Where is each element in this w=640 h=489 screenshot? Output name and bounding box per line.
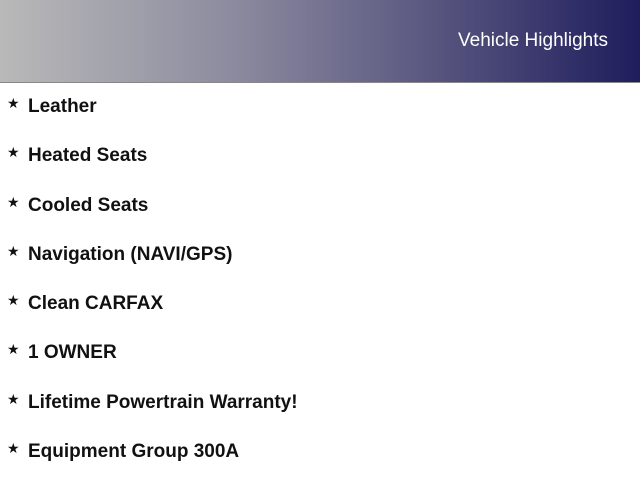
star-icon: ★ — [7, 341, 20, 358]
star-icon: ★ — [7, 95, 20, 111]
highlight-label: 1 OWNER — [28, 342, 117, 364]
header-banner: Vehicle Highlights — [0, 0, 640, 83]
star-icon: ★ — [7, 440, 20, 457]
star-icon: ★ — [7, 390, 20, 407]
highlight-label: Equipment Group 300A — [28, 441, 240, 463]
star-icon: ★ — [7, 242, 20, 259]
highlight-label: Heated Seats — [28, 145, 148, 167]
highlight-label: Cooled Seats — [28, 194, 149, 216]
highlight-label: Lifetime Powertrain Warranty! — [28, 391, 298, 413]
highlight-label: Navigation (NAVI/GPS) — [28, 243, 233, 265]
star-icon: ★ — [7, 144, 20, 161]
star-icon: ★ — [7, 292, 20, 309]
highlight-label: Leather — [28, 96, 97, 117]
star-icon: ★ — [7, 193, 20, 210]
highlight-label: Clean CARFAX — [28, 293, 164, 315]
page-title: Vehicle Highlights — [458, 30, 608, 51]
